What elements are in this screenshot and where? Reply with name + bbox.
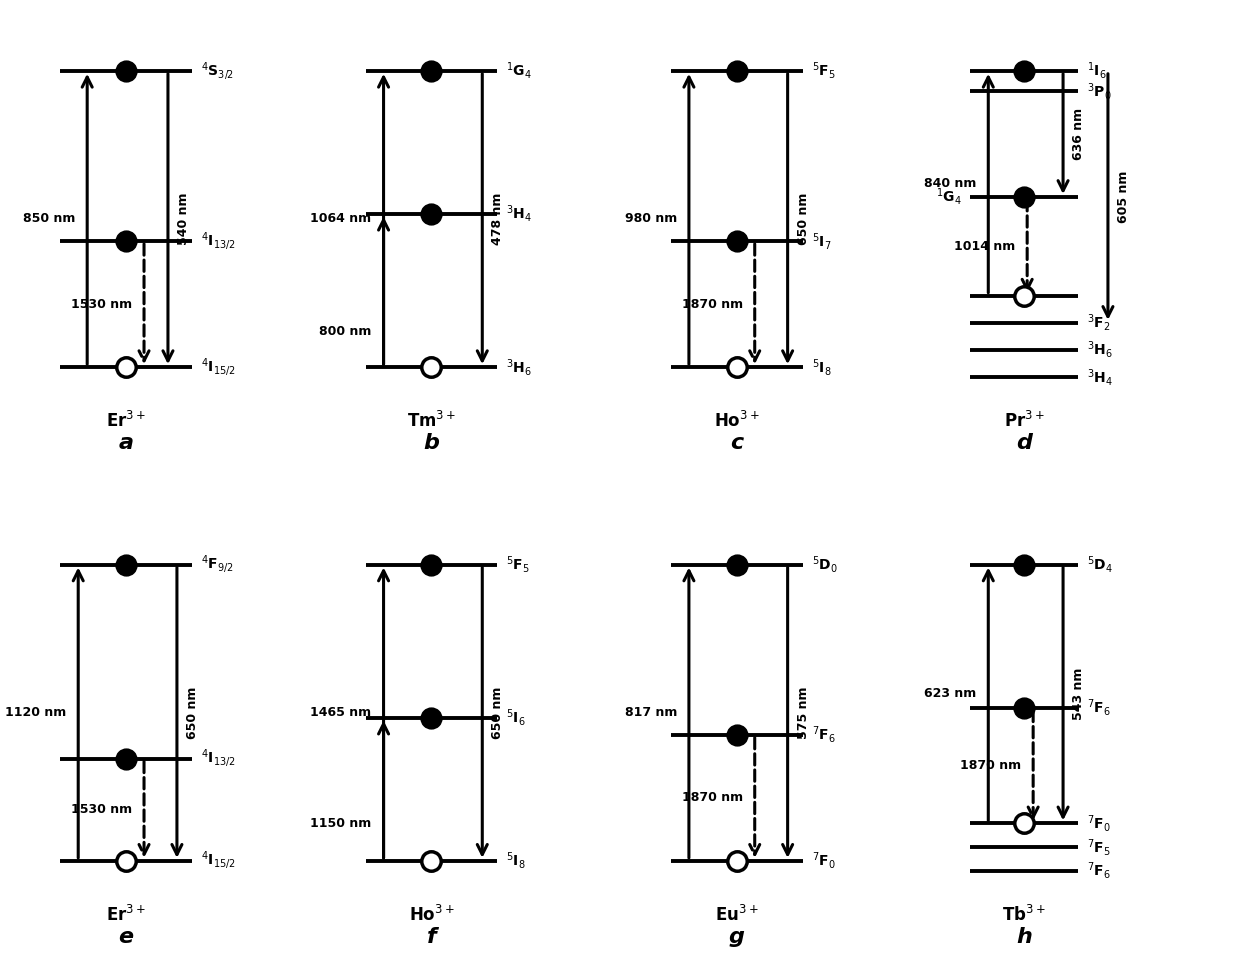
Text: $^5$F$_5$: $^5$F$_5$ xyxy=(506,554,529,575)
Text: 1064 nm: 1064 nm xyxy=(310,212,372,226)
Text: Pr$^{3+}$: Pr$^{3+}$ xyxy=(1004,411,1044,432)
Text: Tb$^{3+}$: Tb$^{3+}$ xyxy=(1002,905,1047,925)
Text: c: c xyxy=(730,434,744,453)
Text: d: d xyxy=(1017,434,1032,453)
Text: $^7$F$_6$: $^7$F$_6$ xyxy=(811,724,836,745)
Text: $^4$S$_{3/2}$: $^4$S$_{3/2}$ xyxy=(201,60,234,81)
Text: $^3$F$_2$: $^3$F$_2$ xyxy=(1087,313,1111,333)
Text: Ho$^{3+}$: Ho$^{3+}$ xyxy=(409,905,454,925)
Text: $^4$I$_{13/2}$: $^4$I$_{13/2}$ xyxy=(201,748,236,770)
Text: $^5$I$_8$: $^5$I$_8$ xyxy=(506,850,526,871)
Text: 575 nm: 575 nm xyxy=(796,686,810,739)
Text: $^3$H$_6$: $^3$H$_6$ xyxy=(506,356,532,378)
Text: $^4$I$_{13/2}$: $^4$I$_{13/2}$ xyxy=(201,230,236,252)
Text: $^7$F$_5$: $^7$F$_5$ xyxy=(1087,836,1111,858)
Text: 605 nm: 605 nm xyxy=(1117,170,1130,223)
Text: $^1$G$_4$: $^1$G$_4$ xyxy=(935,187,961,207)
Text: $^4$F$_{9/2}$: $^4$F$_{9/2}$ xyxy=(201,554,233,575)
Text: f: f xyxy=(427,927,436,947)
Text: $^5$D$_4$: $^5$D$_4$ xyxy=(1087,554,1114,575)
Text: Er$^{3+}$: Er$^{3+}$ xyxy=(107,411,146,432)
Text: $^1$I$_6$: $^1$I$_6$ xyxy=(1087,60,1106,81)
Text: $^1$G$_4$: $^1$G$_4$ xyxy=(506,60,532,81)
Text: $^3$H$_6$: $^3$H$_6$ xyxy=(1087,340,1114,360)
Text: 1150 nm: 1150 nm xyxy=(310,817,372,830)
Text: 980 nm: 980 nm xyxy=(625,212,677,226)
Text: $^7$F$_0$: $^7$F$_0$ xyxy=(811,850,836,871)
Text: 850 nm: 850 nm xyxy=(22,212,76,226)
Text: 636 nm: 636 nm xyxy=(1073,107,1085,160)
Text: b: b xyxy=(424,434,439,453)
Text: 1014 nm: 1014 nm xyxy=(954,240,1016,253)
Text: 1870 nm: 1870 nm xyxy=(960,759,1022,771)
Text: $^7$F$_0$: $^7$F$_0$ xyxy=(1087,813,1111,833)
Text: Ho$^{3+}$: Ho$^{3+}$ xyxy=(714,411,760,432)
Text: 800 nm: 800 nm xyxy=(319,325,372,338)
Text: h: h xyxy=(1017,927,1032,947)
Text: 540 nm: 540 nm xyxy=(177,193,190,245)
Text: g: g xyxy=(729,927,745,947)
Text: $^4$I$_{15/2}$: $^4$I$_{15/2}$ xyxy=(201,850,236,871)
Text: 1530 nm: 1530 nm xyxy=(71,297,131,311)
Text: 1870 nm: 1870 nm xyxy=(682,791,743,804)
Text: $^4$I$_{15/2}$: $^4$I$_{15/2}$ xyxy=(201,356,236,378)
Text: $^3$H$_4$: $^3$H$_4$ xyxy=(506,203,532,225)
Text: 1870 nm: 1870 nm xyxy=(682,297,743,311)
Text: Tm$^{3+}$: Tm$^{3+}$ xyxy=(407,411,456,432)
Text: 1530 nm: 1530 nm xyxy=(71,803,131,816)
Text: 1465 nm: 1465 nm xyxy=(310,706,372,719)
Text: $^5$I$_7$: $^5$I$_7$ xyxy=(811,230,831,252)
Text: a: a xyxy=(119,434,134,453)
Text: 650 nm: 650 nm xyxy=(491,686,505,739)
Text: Eu$^{3+}$: Eu$^{3+}$ xyxy=(715,905,759,925)
Text: e: e xyxy=(119,927,134,947)
Text: $^7$F$_6$: $^7$F$_6$ xyxy=(1087,861,1111,882)
Text: 478 nm: 478 nm xyxy=(491,193,505,245)
Text: $^5$I$_6$: $^5$I$_6$ xyxy=(506,708,526,728)
Text: $^5$F$_5$: $^5$F$_5$ xyxy=(811,60,836,81)
Text: $^3$H$_4$: $^3$H$_4$ xyxy=(1087,367,1114,388)
Text: $^7$F$_6$: $^7$F$_6$ xyxy=(1087,697,1111,718)
Text: 543 nm: 543 nm xyxy=(1073,668,1085,720)
Text: $^5$D$_0$: $^5$D$_0$ xyxy=(811,554,837,575)
Text: Er$^{3+}$: Er$^{3+}$ xyxy=(107,905,146,925)
Text: 623 nm: 623 nm xyxy=(924,687,976,701)
Text: 817 nm: 817 nm xyxy=(625,706,677,719)
Text: 1120 nm: 1120 nm xyxy=(5,706,66,719)
Text: 840 nm: 840 nm xyxy=(924,177,976,190)
Text: 650 nm: 650 nm xyxy=(186,686,198,739)
Text: $^5$I$_8$: $^5$I$_8$ xyxy=(811,356,831,378)
Text: $^3$P$_0$: $^3$P$_0$ xyxy=(1087,81,1111,102)
Text: 650 nm: 650 nm xyxy=(796,193,810,245)
